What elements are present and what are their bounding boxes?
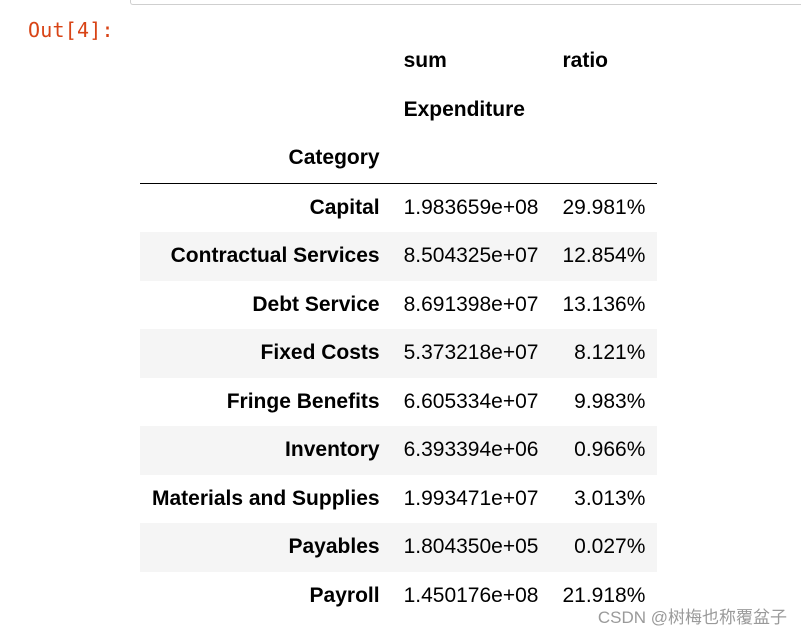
- row-index-label: Capital: [309, 195, 380, 219]
- row-index-label: Payables: [288, 535, 380, 559]
- dataframe-table: sum ratio Expenditure Category Capital 1…: [140, 37, 658, 621]
- ratio-cell: 0.027%: [574, 535, 646, 559]
- sum-cell: 1.450176e+08: [403, 583, 539, 607]
- ratio-cell: 9.983%: [574, 389, 646, 413]
- header-blank-cell: [550, 86, 657, 135]
- ratio-cell: 13.136%: [562, 292, 646, 316]
- ratio-cell: 0.966%: [574, 438, 646, 462]
- ratio-cell: 8.121%: [574, 341, 646, 365]
- table-body: Capital 1.983659e+08 29.981% Contractual…: [140, 183, 658, 621]
- column-header-ratio: ratio: [562, 49, 608, 73]
- row-index-label: Materials and Supplies: [152, 486, 380, 510]
- row-index-label: Fringe Benefits: [226, 389, 380, 413]
- table-header: sum ratio Expenditure Category: [140, 37, 658, 184]
- sum-cell: 1.804350e+05: [403, 535, 539, 559]
- table-row: Contractual Services 8.504325e+07 12.854…: [140, 232, 658, 281]
- sum-cell: 6.605334e+07: [403, 389, 539, 413]
- ratio-cell: 21.918%: [562, 583, 646, 607]
- ratio-cell: 29.981%: [562, 195, 646, 219]
- row-index-label: Fixed Costs: [260, 341, 380, 365]
- column-level-name: Expenditure: [403, 97, 525, 121]
- header-row-level-name: Expenditure: [140, 86, 657, 135]
- row-index-label: Contractual Services: [170, 244, 380, 268]
- header-blank-cell: [140, 86, 392, 135]
- row-index-label: Payroll: [309, 583, 380, 607]
- header-blank-cell: [550, 134, 658, 184]
- table-row: Payables 1.804350e+05 0.027%: [140, 523, 658, 572]
- table-row: Inventory 6.393394e+06 0.966%: [140, 426, 658, 475]
- header-blank-cell: [391, 134, 551, 184]
- output-prompt: Out[4]:: [28, 18, 114, 42]
- column-header-sum: sum: [403, 49, 447, 73]
- watermark: CSDN @树梅也称覆盆子: [597, 608, 787, 627]
- table-row: Materials and Supplies 1.993471e+07 3.01…: [140, 475, 657, 524]
- table-row: Capital 1.983659e+08 29.981%: [140, 183, 657, 232]
- index-name: Category: [140, 134, 392, 184]
- sum-cell: 5.373218e+07: [403, 341, 539, 365]
- table-row: Payroll 1.450176e+08 21.918%: [140, 572, 657, 621]
- header-blank-cell: [140, 37, 392, 86]
- header-row-columns: sum ratio: [140, 37, 657, 86]
- table-row: Fringe Benefits 6.605334e+07 9.983%: [140, 378, 657, 427]
- ratio-cell: 12.854%: [562, 244, 646, 268]
- sum-cell: 6.393394e+06: [403, 438, 539, 462]
- sum-cell: 1.983659e+08: [403, 195, 539, 219]
- sum-cell: 1.993471e+07: [403, 486, 539, 510]
- sum-cell: 8.691398e+07: [403, 292, 539, 316]
- row-index-label: Debt Service: [252, 292, 380, 316]
- header-row-index-name: Category: [140, 134, 658, 184]
- row-index-label: Inventory: [285, 438, 380, 462]
- table-row: Fixed Costs 5.373218e+07 8.121%: [140, 329, 658, 378]
- input-cell-border: [130, 0, 801, 5]
- ratio-cell: 3.013%: [574, 486, 646, 510]
- table-row: Debt Service 8.691398e+07 13.136%: [140, 281, 657, 330]
- sum-cell: 8.504325e+07: [403, 244, 539, 268]
